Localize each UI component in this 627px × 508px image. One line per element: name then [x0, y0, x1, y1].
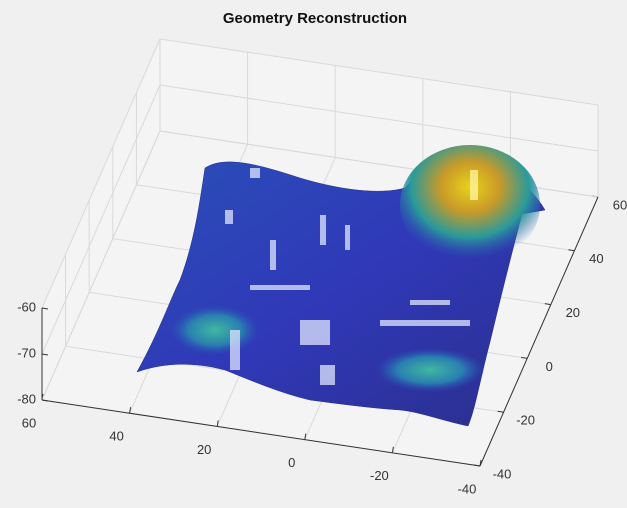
grid-line: [41, 38, 161, 309]
tick-mark: [41, 307, 49, 310]
tick-mark: [391, 446, 394, 453]
y-tick-label: 20: [566, 305, 580, 320]
surface-bump: [375, 348, 485, 392]
tick-mark: [41, 353, 49, 356]
z-tick-label: -60: [17, 299, 36, 314]
tick-mark: [568, 249, 575, 252]
z-tick-label: -80: [17, 391, 36, 406]
grid-line: [159, 38, 599, 106]
x-tick-label: -20: [370, 468, 389, 483]
x-tick-label: 40: [109, 429, 123, 444]
z-tick-label: -70: [17, 345, 36, 360]
x-tick-label: 0: [288, 455, 295, 470]
surface-peak: [400, 145, 540, 265]
tick-mark: [544, 303, 551, 306]
tick-mark: [304, 433, 307, 440]
y-tick-label: 60: [613, 197, 627, 212]
y-tick-label: -40: [493, 466, 512, 481]
x-tick-label: -40: [458, 481, 477, 496]
tick-mark: [129, 407, 132, 414]
x-tick-label: 60: [22, 415, 36, 430]
grid-line: [41, 130, 161, 401]
y-tick-label: -20: [516, 413, 535, 428]
tick-mark: [497, 410, 504, 413]
chart-title: Geometry Reconstruction: [223, 10, 407, 27]
y-axis: [479, 196, 599, 467]
x-tick-label: 20: [197, 442, 211, 457]
tick-mark: [521, 356, 528, 359]
surface-highlights: [225, 168, 478, 385]
tick-mark: [216, 420, 219, 427]
x-axis: [41, 399, 481, 467]
y-tick-label: 40: [589, 251, 603, 266]
surface-bump: [170, 305, 260, 355]
tick-labels: -40 -20 0 20 40 60 -40 -20 0 20 40 60 -80 -70 -60: [17, 197, 627, 496]
y-tick-label: 0: [546, 359, 553, 374]
grid-line: [41, 84, 161, 355]
surface: [136, 145, 546, 427]
grid-line: [159, 84, 599, 152]
